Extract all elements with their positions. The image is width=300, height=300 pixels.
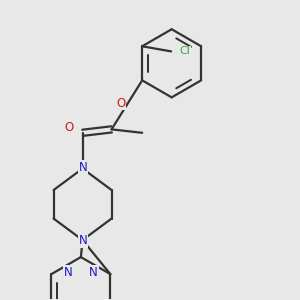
Text: N: N	[79, 235, 87, 248]
Text: N: N	[79, 160, 88, 173]
Text: Cl: Cl	[180, 46, 190, 56]
Text: N: N	[79, 161, 87, 174]
Text: N: N	[89, 266, 98, 279]
Text: O: O	[64, 121, 73, 134]
Text: N: N	[64, 266, 73, 279]
Text: O: O	[117, 97, 126, 110]
